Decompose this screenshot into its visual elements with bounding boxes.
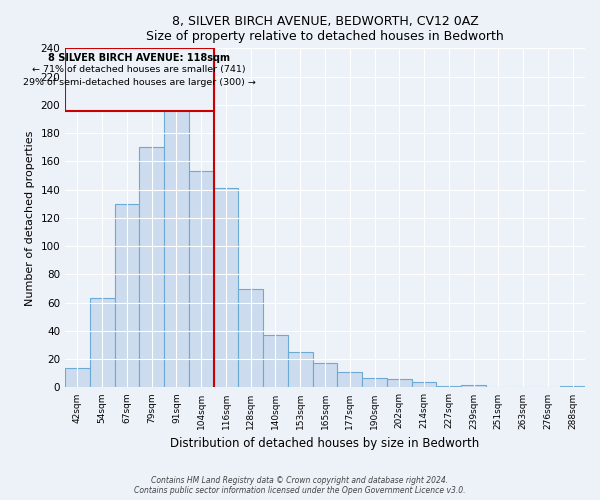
Text: 29% of semi-detached houses are larger (300) →: 29% of semi-detached houses are larger (… xyxy=(23,78,256,87)
Bar xyxy=(313,364,337,388)
Bar xyxy=(189,172,214,388)
Text: ← 71% of detached houses are smaller (741): ← 71% of detached houses are smaller (74… xyxy=(32,66,246,74)
Text: Contains HM Land Registry data © Crown copyright and database right 2024.
Contai: Contains HM Land Registry data © Crown c… xyxy=(134,476,466,495)
X-axis label: Distribution of detached houses by size in Bedworth: Distribution of detached houses by size … xyxy=(170,437,479,450)
Bar xyxy=(337,372,362,388)
Bar xyxy=(214,188,238,388)
Title: 8, SILVER BIRCH AVENUE, BEDWORTH, CV12 0AZ
Size of property relative to detached: 8, SILVER BIRCH AVENUE, BEDWORTH, CV12 0… xyxy=(146,15,504,43)
Bar xyxy=(288,352,313,388)
FancyBboxPatch shape xyxy=(65,48,214,110)
Bar xyxy=(263,335,288,388)
Bar xyxy=(238,288,263,388)
Y-axis label: Number of detached properties: Number of detached properties xyxy=(25,130,35,306)
Bar xyxy=(65,368,90,388)
Bar xyxy=(461,384,486,388)
Bar xyxy=(164,105,189,388)
Bar xyxy=(412,382,436,388)
Text: 8 SILVER BIRCH AVENUE: 118sqm: 8 SILVER BIRCH AVENUE: 118sqm xyxy=(48,52,230,62)
Bar xyxy=(90,298,115,388)
Bar xyxy=(115,204,139,388)
Bar xyxy=(560,386,585,388)
Bar xyxy=(139,147,164,388)
Bar xyxy=(362,378,387,388)
Bar xyxy=(436,386,461,388)
Bar xyxy=(387,379,412,388)
